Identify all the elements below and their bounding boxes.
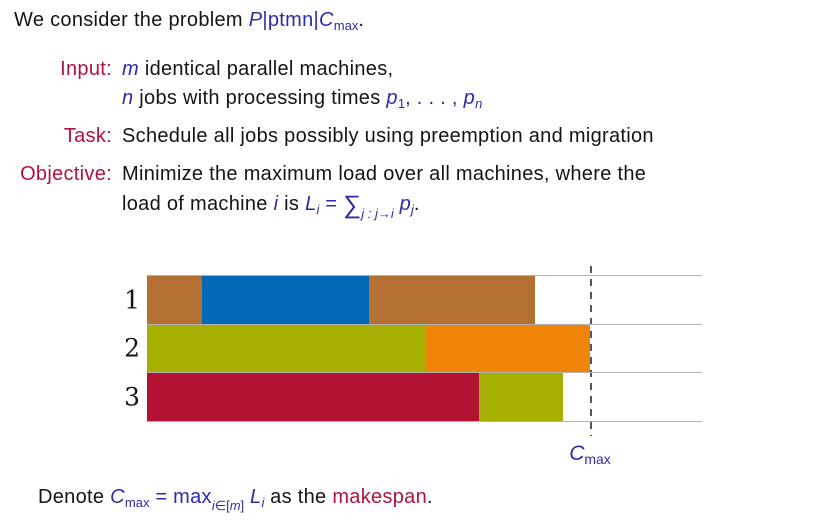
math-L-subscript: i <box>261 495 265 510</box>
math-C: C <box>319 9 334 31</box>
math-L: L <box>244 486 262 508</box>
math-sub-m: m <box>229 498 241 513</box>
math-i: i <box>273 193 279 215</box>
footer-text-a: Denote <box>38 486 111 508</box>
task-label: Task: <box>63 125 112 147</box>
job-segment-brown <box>147 276 202 324</box>
sum-subscript: j : j→i <box>361 206 394 221</box>
math-Cmax-C: C <box>569 442 585 465</box>
max-subscript: i∈[m] <box>212 498 244 513</box>
math-p1-subscript: 1 <box>397 96 406 111</box>
math-bar: | <box>262 9 268 31</box>
math-L: L <box>305 193 317 215</box>
makespan-term: makespan <box>332 486 428 508</box>
objective-text-a: load of machine <box>122 193 274 215</box>
objective-label: Objective: <box>20 163 112 185</box>
math-eq-max: = max <box>149 486 212 508</box>
input-line-1: m identical parallel machines, <box>122 56 393 82</box>
input-line-2: n jobs with processing times p1, . . . ,… <box>122 85 482 117</box>
axis-gridline <box>147 421 702 422</box>
math-bar: | <box>313 9 320 31</box>
math-L-subscript: i <box>316 202 320 217</box>
period: . <box>358 9 365 31</box>
machine-label-2: 2 <box>124 333 140 363</box>
footer-text-b: as the <box>264 486 333 508</box>
math-sub-i: i <box>211 498 215 513</box>
math-p1: p <box>386 87 398 109</box>
makespan-definition: Denote Cmax = maxi∈[m] Li as the makespa… <box>38 484 433 519</box>
math-pn-subscript: n <box>475 96 483 111</box>
math-ptmn: ptmn <box>267 9 314 31</box>
axis-gridline <box>147 324 702 325</box>
objective-text-b: is <box>278 193 306 215</box>
cmax-axis-label: Cmax <box>560 441 620 472</box>
math-pj-subscript: j <box>411 202 414 217</box>
job-segment-crimson <box>147 373 479 421</box>
schedule-gantt-chart: Cmax 1 2 3 <box>124 266 702 467</box>
cmax-dashed-line <box>590 266 592 436</box>
math-sub-close: ] <box>240 498 245 513</box>
problem-intro-line: We consider the problem P|ptmn|Cmax. <box>14 7 364 39</box>
period: . <box>413 193 420 215</box>
math-C-subscript: max <box>124 495 150 510</box>
math-C: C <box>110 486 125 508</box>
input-text-1: identical parallel machines, <box>138 58 394 80</box>
task-text: Schedule all jobs possibly using preempt… <box>122 125 654 147</box>
math-Cmax-subscript: max <box>584 451 611 467</box>
input-label: Input: <box>60 58 112 80</box>
job-segment-brown <box>369 276 535 324</box>
intro-text: We consider the problem <box>14 9 249 31</box>
job-segment-orange <box>425 325 590 372</box>
math-pn: p <box>463 87 476 109</box>
axis-gridline <box>147 275 702 276</box>
math-equals: = <box>319 193 344 215</box>
machine-label-1: 1 <box>124 285 140 314</box>
math-sub-in: ∈[ <box>214 498 230 513</box>
job-segment-green <box>479 373 563 421</box>
machine-label-3: 3 <box>124 382 140 411</box>
math-C-subscript: max <box>333 18 359 33</box>
job-segment-green <box>147 325 425 372</box>
axis-gridline <box>147 372 702 373</box>
objective-line-1: Minimize the maximum load over all machi… <box>122 163 647 185</box>
math-pj: p <box>399 193 412 215</box>
math-P: P <box>248 9 263 31</box>
sum-icon: ∑ <box>343 191 362 219</box>
input-text-2: jobs with processing times <box>133 87 387 109</box>
math-ellipsis: , . . . , <box>405 87 464 109</box>
math-m: m <box>122 58 139 80</box>
period: . <box>427 486 433 508</box>
math-n: n <box>122 87 134 109</box>
objective-line-2: load of machine i is Li = ∑j : j→i pj. <box>122 191 420 227</box>
job-segment-blue <box>202 276 369 324</box>
